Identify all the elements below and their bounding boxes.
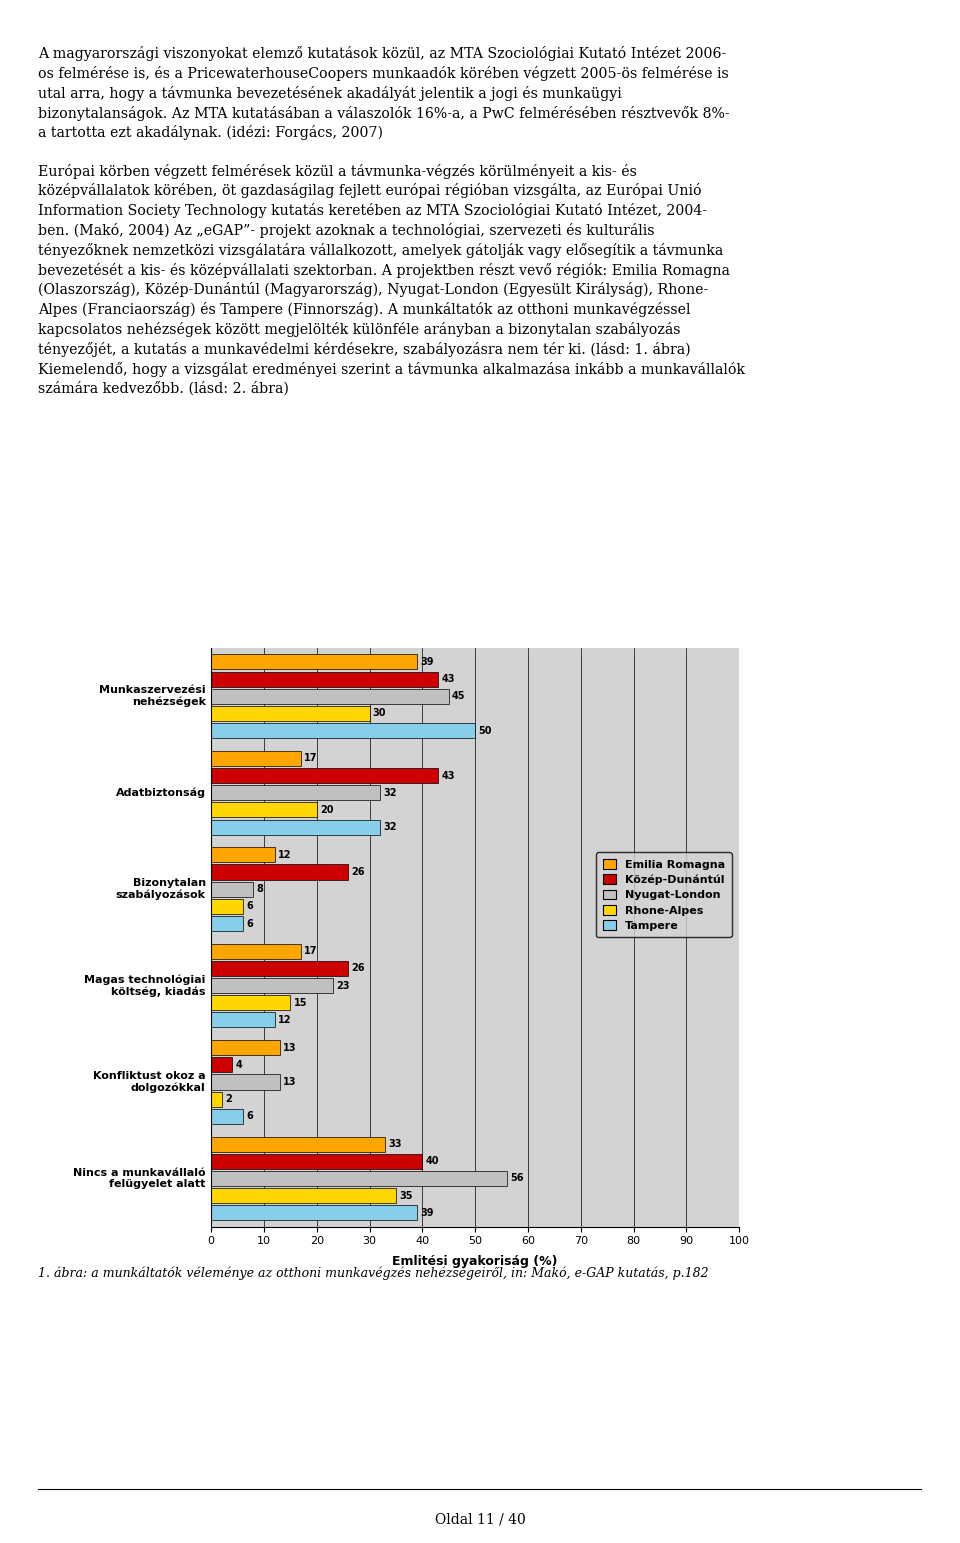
Text: 6: 6	[246, 918, 252, 929]
Text: 39: 39	[420, 657, 434, 667]
Bar	[211, 1137, 385, 1151]
Bar	[211, 1171, 507, 1187]
X-axis label: Emlitési gyakoriság (%): Emlitési gyakoriság (%)	[393, 1254, 558, 1268]
Text: 1. ábra: a munkáltatók véleménye az otthoni munkavégzés nehézségeiről, in: Makó,: 1. ábra: a munkáltatók véleménye az otth…	[38, 1267, 709, 1279]
Text: 12: 12	[277, 1015, 291, 1025]
Bar	[211, 847, 275, 863]
Text: 26: 26	[351, 867, 365, 876]
Text: 35: 35	[399, 1191, 413, 1200]
Text: 43: 43	[442, 674, 455, 684]
Legend: Emilia Romagna, Közép-Dunántúl, Nyugat-London, Rhone-Alpes, Tampere: Emilia Romagna, Közép-Dunántúl, Nyugat-L…	[596, 852, 732, 938]
Bar	[211, 654, 417, 670]
Bar	[211, 724, 475, 738]
Bar	[211, 785, 380, 801]
Text: 50: 50	[478, 725, 492, 736]
Text: 13: 13	[283, 1043, 297, 1052]
Text: 32: 32	[383, 788, 396, 798]
Bar	[211, 881, 253, 896]
Text: 26: 26	[351, 963, 365, 974]
Text: 33: 33	[389, 1139, 402, 1150]
Bar	[211, 978, 332, 994]
Bar	[211, 1154, 422, 1170]
Text: 8: 8	[256, 884, 263, 893]
Bar	[211, 1012, 275, 1028]
Text: 30: 30	[372, 708, 386, 719]
Text: 13: 13	[283, 1077, 297, 1086]
Text: 17: 17	[304, 946, 318, 957]
Text: 45: 45	[452, 691, 466, 701]
Bar	[211, 802, 317, 818]
Bar	[211, 1040, 280, 1055]
Text: 23: 23	[336, 981, 349, 991]
Bar	[211, 1205, 417, 1221]
Bar	[211, 898, 243, 913]
Text: 6: 6	[246, 901, 252, 912]
Text: 2: 2	[225, 1094, 231, 1105]
Bar	[211, 1074, 280, 1089]
Bar	[211, 1091, 222, 1106]
Text: 15: 15	[294, 998, 307, 1008]
Bar	[211, 768, 438, 784]
Text: 56: 56	[510, 1174, 523, 1183]
Text: 12: 12	[277, 850, 291, 859]
Bar	[211, 961, 348, 977]
Text: 6: 6	[246, 1111, 252, 1122]
Text: 17: 17	[304, 753, 318, 764]
Bar	[211, 688, 449, 704]
Bar	[211, 864, 348, 880]
Bar	[211, 917, 243, 930]
Text: 32: 32	[383, 822, 396, 832]
Bar	[211, 944, 301, 958]
Text: 40: 40	[425, 1156, 439, 1167]
Bar	[211, 1188, 396, 1204]
Bar	[211, 995, 290, 1011]
Bar	[211, 819, 380, 835]
Bar	[211, 1057, 232, 1072]
Text: 20: 20	[320, 805, 333, 815]
Bar	[211, 751, 301, 765]
Bar	[211, 1109, 243, 1123]
Text: A magyarországi viszonyokat elemző kutatások közül, az MTA Szociológiai Kutató I: A magyarországi viszonyokat elemző kutat…	[38, 46, 745, 395]
Text: 43: 43	[442, 770, 455, 781]
Text: 39: 39	[420, 1208, 434, 1217]
Bar	[211, 671, 438, 687]
Text: Oldal 11 / 40: Oldal 11 / 40	[435, 1512, 525, 1526]
Bar	[211, 705, 370, 721]
Text: 4: 4	[235, 1060, 242, 1069]
